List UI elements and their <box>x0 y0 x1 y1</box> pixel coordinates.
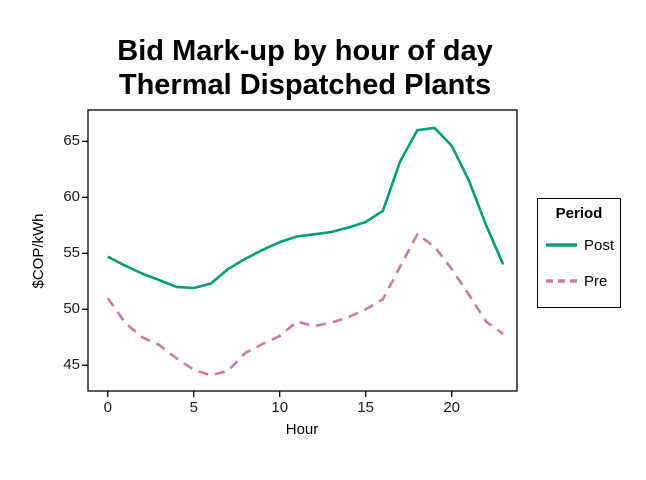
legend-label-pre: Pre <box>584 272 608 290</box>
legend-entry-pre: Pre <box>538 272 620 290</box>
pre-line-key-icon <box>546 279 577 283</box>
legend: Period Post Pre <box>537 198 621 308</box>
chart-title-line2: Thermal Dispatched Plants <box>118 69 492 101</box>
post-line-key-icon <box>546 243 577 247</box>
pre-line <box>106 233 504 377</box>
y-axis-title: $COP/kWh <box>30 213 47 289</box>
legend-entry-post: Post <box>538 236 620 254</box>
legend-title: Period <box>555 205 603 222</box>
chart-title-line1: Bid Mark-up by hour of day <box>117 35 493 67</box>
chart-title: Bid Mark-up by hour of day Thermal Dispa… <box>60 34 550 102</box>
post-line <box>107 126 505 290</box>
legend-label-post: Post <box>584 236 615 254</box>
x-axis-title: Hour <box>285 421 319 438</box>
